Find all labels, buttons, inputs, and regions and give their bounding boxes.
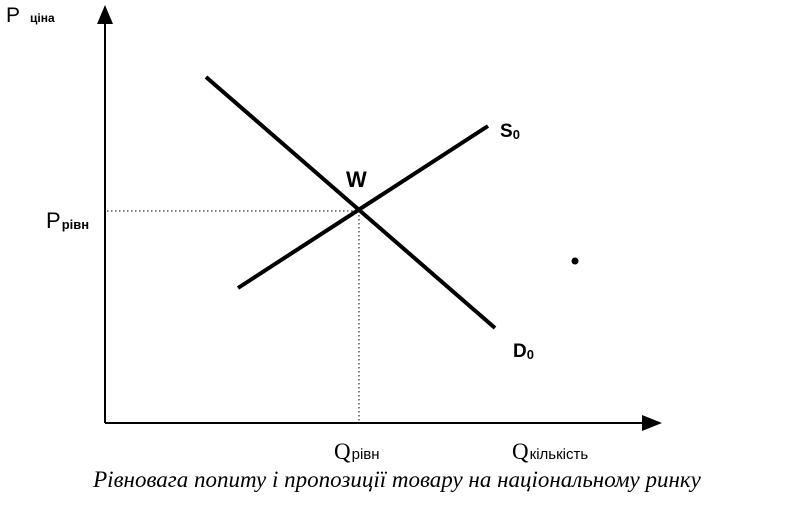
y-axis-arrow: [97, 5, 113, 24]
demand-curve-label: D0: [513, 341, 534, 362]
x-axis-label: Qкількість: [512, 439, 588, 464]
equilibrium-point-label: W: [346, 167, 367, 192]
demand-curve: [204, 75, 497, 330]
figure-caption: Рівновага попиту і пропозиції товару на …: [93, 467, 701, 492]
x-axis-arrow: [642, 415, 662, 431]
supply-curve-label: S0: [500, 121, 520, 142]
equilibrium-price-label: Pрівн: [46, 208, 89, 233]
equilibrium-quantity-label: Qрівн: [334, 439, 380, 464]
dot-marker: [571, 257, 579, 265]
supply-curve: [236, 124, 490, 290]
